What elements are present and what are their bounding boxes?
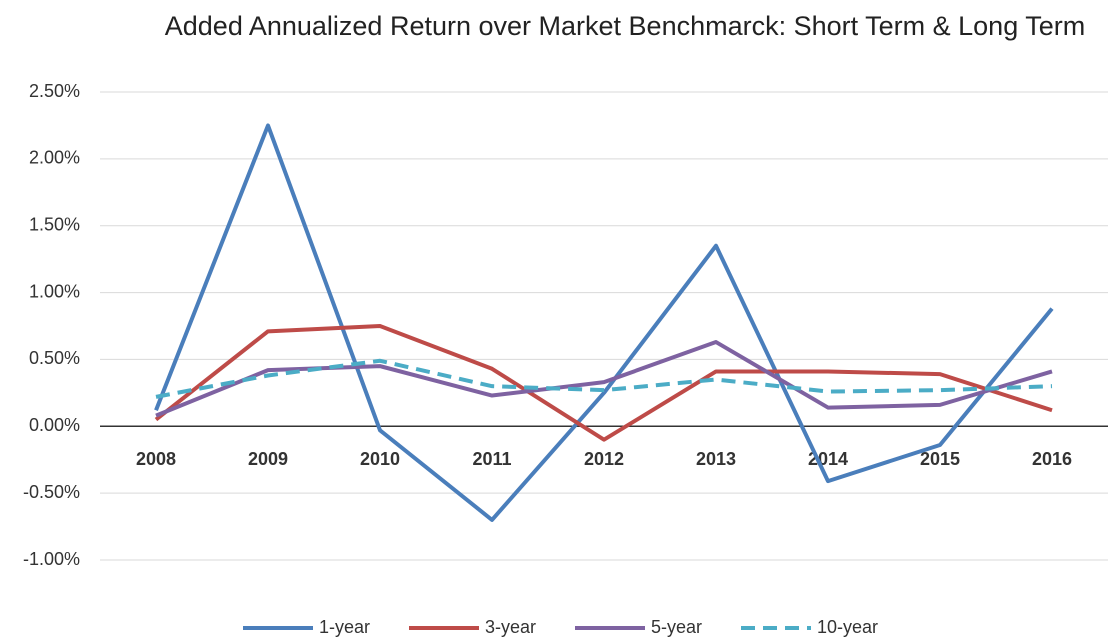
legend-label: 5-year (651, 617, 702, 637)
x-tick-label: 2010 (360, 449, 400, 469)
y-tick-label: 0.50% (29, 348, 80, 368)
y-tick-label: -1.00% (23, 549, 80, 569)
series-line (155, 340, 1053, 418)
x-tick-label: 2016 (1032, 449, 1072, 469)
x-tick-label: 2012 (584, 449, 624, 469)
legend-label: 10-year (817, 617, 878, 637)
x-tick-label: 2015 (920, 449, 960, 469)
y-tick-label: -0.50% (23, 482, 80, 502)
series-line (154, 123, 1054, 522)
y-tick-label: 2.50% (29, 81, 80, 101)
x-tick-label: 2008 (136, 449, 176, 469)
x-tick-label: 2013 (696, 449, 736, 469)
chart-title: Added Annualized Return over Market Benc… (164, 11, 1086, 41)
y-tick-label: 1.00% (29, 281, 80, 301)
x-tick-label: 2011 (472, 449, 511, 469)
y-tick-label: 0.00% (29, 415, 80, 435)
y-tick-label: 2.00% (29, 148, 80, 168)
series-line (154, 324, 1053, 442)
y-tick-label: 1.50% (29, 214, 80, 234)
series-line (155, 358, 1053, 399)
legend-label: 3-year (485, 617, 536, 637)
legend-label: 1-year (319, 617, 370, 637)
x-tick-label: 2009 (248, 449, 288, 469)
